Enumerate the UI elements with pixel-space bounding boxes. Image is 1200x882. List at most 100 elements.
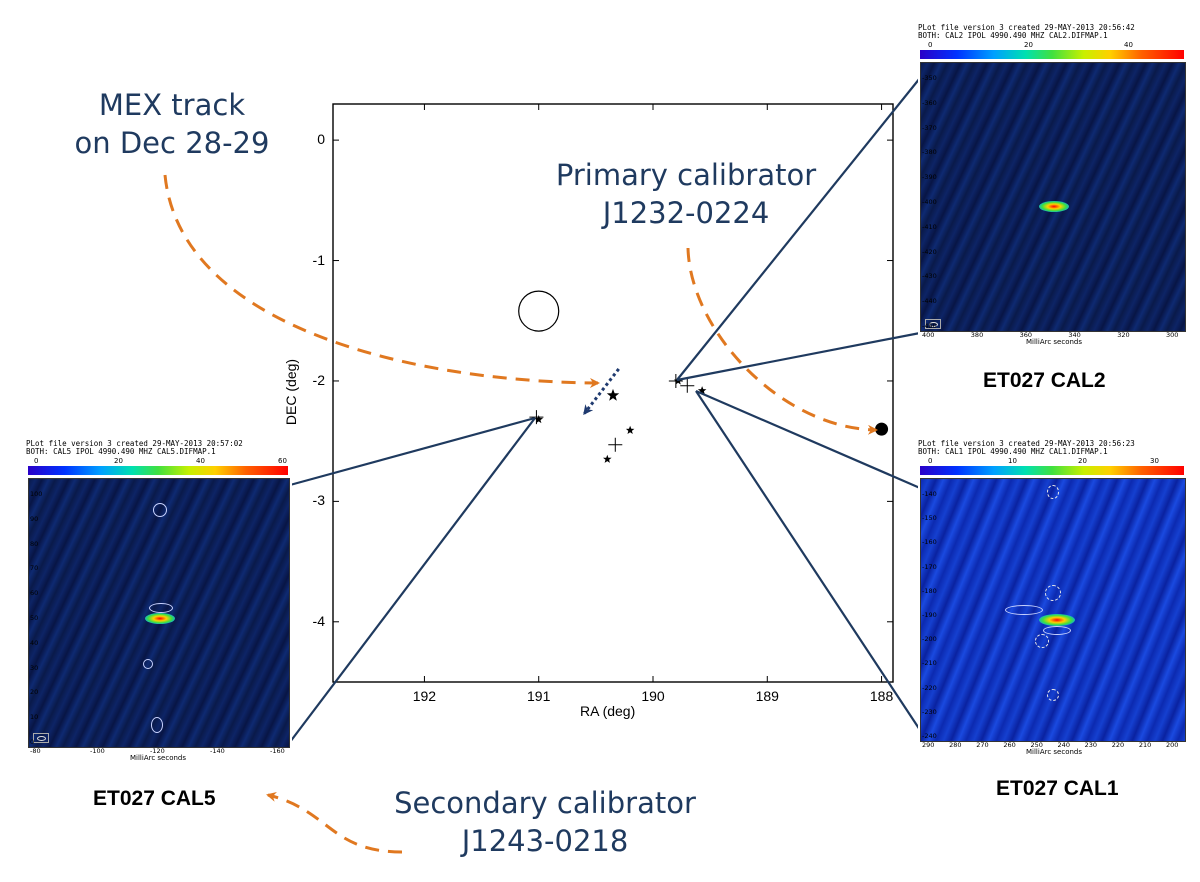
connector-line [289,416,536,487]
cal1-colorbar-tick: 0 [928,457,933,465]
cal1-x-axis-label: MilliArc seconds [1026,748,1083,756]
y-axis-label: DEC (deg) [283,358,300,426]
y-tick-label: -1 [312,251,325,268]
cal1-y-tick-label: -230 [922,707,937,716]
cal5-contour [143,659,153,669]
cal2-y-tick-label: -370 [922,123,937,132]
cal1-y-tick-label: -180 [922,586,937,595]
cal2-label: ET027 CAL2 [983,369,1106,392]
connector-line [676,77,921,381]
cal2-y-tick-label: -450 [922,322,937,330]
cal2-y-tick-label: -390 [922,173,937,182]
x-axis-label: RA (deg) [580,703,636,719]
cal1-label: ET027 CAL1 [996,777,1119,800]
cal5-colorbar [28,466,288,475]
cal5-header-line2: BOTH: CAL5 IPOL 4990.490 MHZ CAL5.DIFMAP… [26,447,216,456]
cal1-y-tick-label: -190 [922,611,937,619]
cal1-x-tick-label: 270 [976,741,989,749]
cal1-map [920,478,1186,742]
cal5-colorbar-tick: 40 [196,457,205,465]
cal2-panel: PLot file version 3 created 29-MAY-2013 … [918,24,1188,346]
cal1-x-tick-label: 280 [949,741,962,749]
cal5-source [145,613,175,624]
cal5-colorbar-tick: 60 [278,457,287,465]
cal1-y-tick-label: -170 [922,562,937,571]
annotation-arrows [163,174,878,854]
cal2-colorbar-tick: 40 [1124,41,1133,49]
cal2-header: PLot file version 3 created 29-MAY-2013 … [918,24,1135,40]
x-tick-label: 192 [412,688,437,704]
cal1-contour-negative [1047,485,1059,499]
cal5-y-tick-label: 40 [30,638,39,647]
cal1-y-tick-label: -140 [922,490,937,498]
star-marker [534,415,543,424]
cal2-x-tick-label: 400 [922,331,935,339]
cal5-header-line1: PLot file version 3 created 29-MAY-2013 … [26,439,243,448]
connector-line [695,389,921,490]
cal5-y-tick-label: 20 [30,688,39,697]
cal1-x-tick-label: 250 [1030,741,1043,749]
cal5-beam [33,733,49,743]
cal5-colorbar-tick: 0 [34,457,39,465]
cal1-header-line1: PLot file version 3 created 29-MAY-2013 … [918,439,1135,448]
cal1-x-tick-label: 210 [1138,741,1152,749]
y-tick-label: -2 [312,371,325,388]
y-tick-label: 0 [317,131,325,148]
cal5-y-tick-label: 60 [30,589,39,598]
star-marker [697,386,707,395]
cal5-y-tick-label: 70 [30,564,39,573]
x-tick-label: 190 [641,688,665,704]
cal5-x-tick-label: -160 [270,747,285,755]
cal5-contour [153,503,167,517]
primary-calibrator-line2: J1232-0224 [602,196,770,230]
cal1-contour-negative [1035,634,1049,648]
plus-marker [608,437,623,452]
cal2-y-tick-label: -360 [922,98,937,107]
cal5-y-tick-label: 100 [30,490,43,498]
primary-calibrator-line1: Primary calibrator [555,158,817,192]
cal5-x-axis-label: MilliArc seconds [130,754,187,762]
cal1-x-tick-label: 260 [1003,741,1016,749]
x-tick-label: 188 [869,688,894,704]
cal5-y-tick-label: 90 [30,514,39,523]
cal1-x-tick-label: 220 [1111,741,1125,749]
cal5-label: ET027 CAL5 [93,787,216,810]
cal5-y-tick-label: 30 [30,663,39,672]
y-tick-label: -3 [312,492,325,509]
cal5-y-tick-label: 80 [30,539,39,548]
cal2-y-tick-label: -380 [922,148,937,157]
cal1-colorbar-tick: 30 [1150,457,1159,465]
y-tick-label: -4 [312,612,325,629]
cal2-y-tick-label: -440 [922,297,937,306]
cal5-y-tick-label: 50 [30,614,39,622]
cal5-y-tick-label: 10 [30,713,39,722]
cal1-y-tick-label: -200 [922,635,937,644]
cal1-colorbar [920,466,1184,475]
star-marker [625,425,635,434]
cal5-x-tick-label: -80 [30,747,41,755]
cal1-x-tick-label: 240 [1057,741,1070,749]
connector-line [289,417,536,743]
cal1-y-tick-label: -150 [922,514,937,523]
plus-marker [668,373,683,388]
secondary-calibrator-line2: J1243-0218 [461,824,629,858]
primary-calibrator-arrow [686,247,878,435]
cal1-header: PLot file version 3 created 29-MAY-2013 … [918,440,1135,456]
cal1-x-tick-label: 230 [1084,741,1098,749]
cal5-colorbar-tick: 20 [114,457,123,465]
cal5-map [28,478,290,748]
cal1-contour-negative [1045,585,1061,601]
cal1-y-tick-label: -160 [922,538,937,547]
cal2-x-tick-label: 360 [1019,331,1033,339]
cal1-x-tick-label: 290 [922,741,935,749]
cal2-x-tick-label: 320 [1117,331,1130,339]
cal2-x-axis-label: MilliArc seconds [1026,338,1083,346]
main-axis-ticks [333,104,893,682]
mex-track-line2: on Dec 28-29 [74,126,270,160]
mex-track-arrow [163,174,600,388]
filled-circle-marker [875,422,889,436]
cal2-colorbar-tick: 0 [928,41,933,49]
star-marker [606,388,620,401]
cal1-x-tick-label: 200 [1166,741,1179,749]
